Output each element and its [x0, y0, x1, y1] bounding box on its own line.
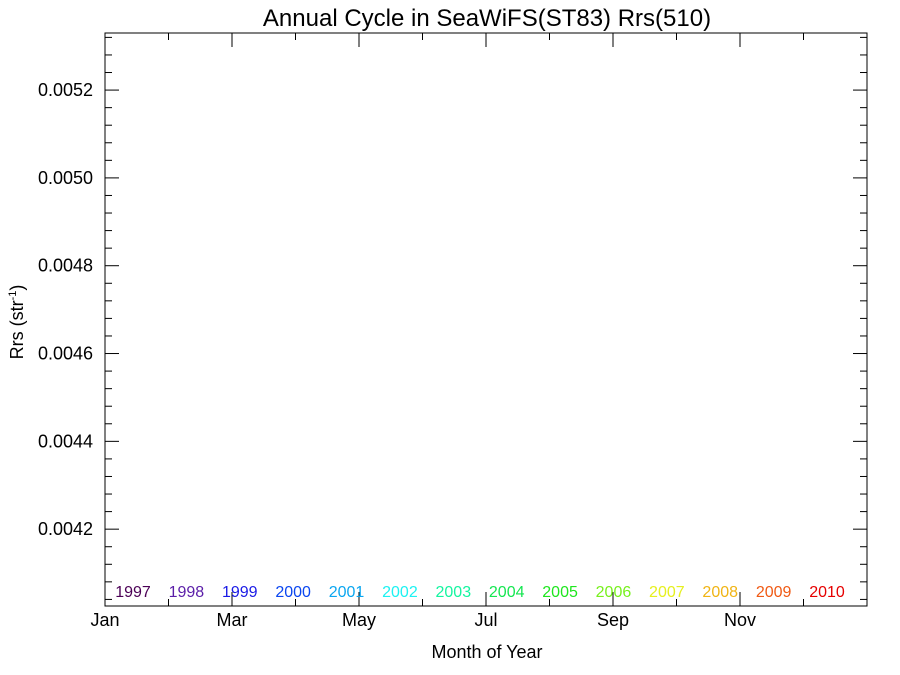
legend: 1997 1998 1999 2000 2001 2002 2003 2004 2005 2006…	[115, 584, 845, 601]
legend-entry: 2002	[382, 584, 418, 601]
y-tick-label: 0.0044	[38, 431, 93, 451]
plot-frame	[104, 32, 868, 607]
legend-entry: 2010	[809, 584, 845, 601]
axis-ticks	[105, 33, 867, 606]
y-tick-labels: 0.0042 0.0044 0.0046 0.0048 0.0050 0.0052	[38, 80, 93, 539]
legend-entry: 2009	[756, 584, 792, 601]
y-tick-label: 0.0052	[38, 80, 93, 100]
legend-entry: 2005	[542, 584, 578, 601]
y-tick-label: 0.0048	[38, 256, 93, 276]
x-tick-labels: Jan Mar May Jul Sep Nov	[90, 610, 756, 630]
legend-entry: 2007	[649, 584, 685, 601]
y-axis-label: Rrs (str-1)	[7, 285, 27, 360]
legend-entry: 1998	[169, 584, 205, 601]
x-tick-label: May	[342, 610, 376, 630]
chart-title: Annual Cycle in SeaWiFS(ST83) Rrs(510)	[263, 5, 711, 32]
legend-entry: 1999	[222, 584, 258, 601]
legend-entry: 1997	[115, 584, 151, 601]
y-tick-label: 0.0042	[38, 519, 93, 539]
x-axis-label: Month of Year	[431, 642, 542, 662]
legend-entry: 2001	[329, 584, 365, 601]
legend-entry: 2006	[596, 584, 632, 601]
y-axis-label-close: )	[7, 285, 27, 291]
x-tick-label: Jan	[90, 610, 119, 630]
y-tick-label: 0.0046	[38, 344, 93, 364]
x-tick-label: Mar	[217, 610, 248, 630]
x-tick-label: Sep	[597, 610, 629, 630]
legend-entry: 2000	[275, 584, 311, 601]
legend-entry: 2008	[702, 584, 738, 601]
y-axis-label-superscript: -1	[7, 291, 19, 301]
legend-entry: 2004	[489, 584, 525, 601]
x-tick-label: Nov	[724, 610, 756, 630]
y-axis-label-main: Rrs (str	[7, 300, 27, 359]
x-tick-label: Jul	[474, 610, 497, 630]
y-tick-label: 0.0050	[38, 168, 93, 188]
legend-entry: 2003	[436, 584, 472, 601]
